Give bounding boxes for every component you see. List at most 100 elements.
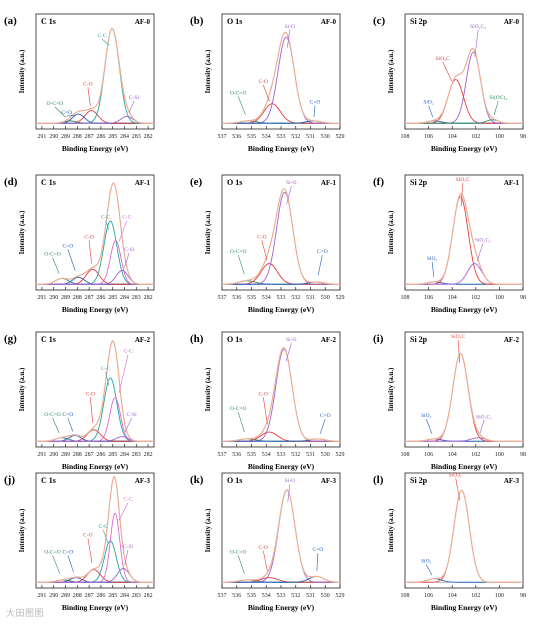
x-tick-label: 289 [61,452,70,458]
peak-label: SiO₂ [421,413,432,419]
peak-curve [405,196,523,285]
peak-label: C-Si [127,412,138,418]
y-axis-title: Intensity (a.u.) [18,508,26,552]
x-tick-label: 98 [520,295,526,301]
annotation-arrow [474,29,479,57]
peak-label: C-C [123,497,133,503]
x-tick-label: 535 [247,295,256,301]
y-axis-title: Intensity (a.u.) [387,210,395,254]
peak-curve [36,240,154,285]
sample-label: AF-2 [135,336,151,344]
peak-curve [36,512,154,583]
x-tick-label: 100 [495,452,504,458]
annotation-arrow [317,255,323,276]
x-tick-label: 283 [132,134,141,140]
x-tick-label: 531 [306,452,315,458]
x-tick-label: 289 [61,134,70,140]
x-tick-label: 532 [291,593,300,599]
x-tick-label: 98 [520,452,526,458]
peak-label: SiO₂ [427,256,438,262]
x-tick-label: 282 [144,295,153,301]
x-tick-label: 104 [448,593,457,599]
plot-frame [35,174,155,291]
panel-1: (a) C 1s AF-0 Binding Energy (eV) Intensity … [4,13,155,153]
annotation-arrow [457,339,461,363]
panel-12: (l) Si 2p AF-3 Binding Energy (eV) Intensity… [373,472,526,612]
annotation-arrow [118,220,128,242]
x-tick-label: 106 [424,452,433,458]
peak-curve [222,191,340,285]
x-tick-label: 106 [424,593,433,599]
spectrum-label: O 1s [227,335,242,344]
plot-frame [404,331,524,448]
x-axis-title: Binding Energy (eV) [248,144,315,153]
annotation-arrow [263,397,268,425]
envelope-curve [36,28,154,124]
x-tick-label: 284 [120,452,129,458]
x-tick-label: 529 [336,295,345,301]
peak-label: SiO₂C₂ [470,24,486,30]
annotation-arrow [263,550,268,572]
y-axis-title: Intensity (a.u.) [204,367,212,411]
peak-label: C=O [313,547,324,553]
peak-label: Si-O [285,24,295,30]
x-tick-label: 104 [448,295,457,301]
peak-label: C=O [61,110,72,116]
x-tick-label: 291 [37,452,46,458]
x-tick-label: 287 [85,593,94,599]
annotation-arrow [479,420,485,434]
panel-9: (i) Si 2p AF-2 Binding Energy (eV) Intensity… [373,331,526,471]
x-tick-label: 531 [306,593,315,599]
sample-label: AF-0 [135,18,151,26]
peak-curve [36,397,154,442]
x-tick-label: 282 [144,593,153,599]
x-tick-label: 286 [96,134,105,140]
sample-label: AF-3 [321,477,337,485]
spectrum-label: Si 2p [410,17,428,26]
x-tick-label: 532 [291,295,300,301]
peak-label: O-C=O [47,101,64,107]
peak-label: C-Si [129,95,140,101]
plot-frame [221,472,341,589]
x-tick-label: 534 [262,452,271,458]
spectrum-label: C 1s [41,17,56,26]
x-tick-label: 533 [277,295,286,301]
x-tick-label: 289 [61,593,70,599]
plot-frame [404,174,524,291]
peak-label: O-C=O [230,249,247,255]
plot-frame [221,331,341,448]
annotation-arrow [54,106,66,118]
x-tick-label: 100 [495,295,504,301]
peak-label: O-C=O [230,406,247,412]
y-axis-title: Intensity (a.u.) [204,508,212,552]
x-tick-label: 536 [232,593,241,599]
annotation-arrow [89,397,94,423]
x-axis-title: Binding Energy (eV) [62,144,129,153]
peak-curve [405,353,523,442]
annotation-arrow [101,38,110,46]
peak-curve [222,489,340,583]
peak-label: C-O [86,391,96,397]
x-tick-label: 285 [108,295,117,301]
x-tick-label: 290 [49,593,58,599]
x-tick-label: 537 [218,452,227,458]
annotation-arrow [87,538,93,564]
sample-label: AF-2 [321,336,337,344]
plot-frame [35,472,155,589]
annotation-arrow [316,553,319,572]
peak-label: C=O [320,413,331,419]
x-tick-label: 283 [132,452,141,458]
annotation-arrow [287,484,291,503]
y-axis-title: Intensity (a.u.) [204,210,212,254]
x-tick-label: 289 [61,295,70,301]
peak-label: C-C [99,524,109,530]
peak-label: C-O [259,391,269,397]
x-tick-label: 532 [291,134,300,140]
x-tick-label: 530 [321,134,330,140]
spectrum-label: C 1s [41,178,56,187]
x-tick-label: 535 [247,593,256,599]
annotation-arrow [237,555,245,574]
annotation-arrow [425,418,433,434]
x-tick-label: 534 [262,593,271,599]
annotation-arrow [425,564,433,576]
